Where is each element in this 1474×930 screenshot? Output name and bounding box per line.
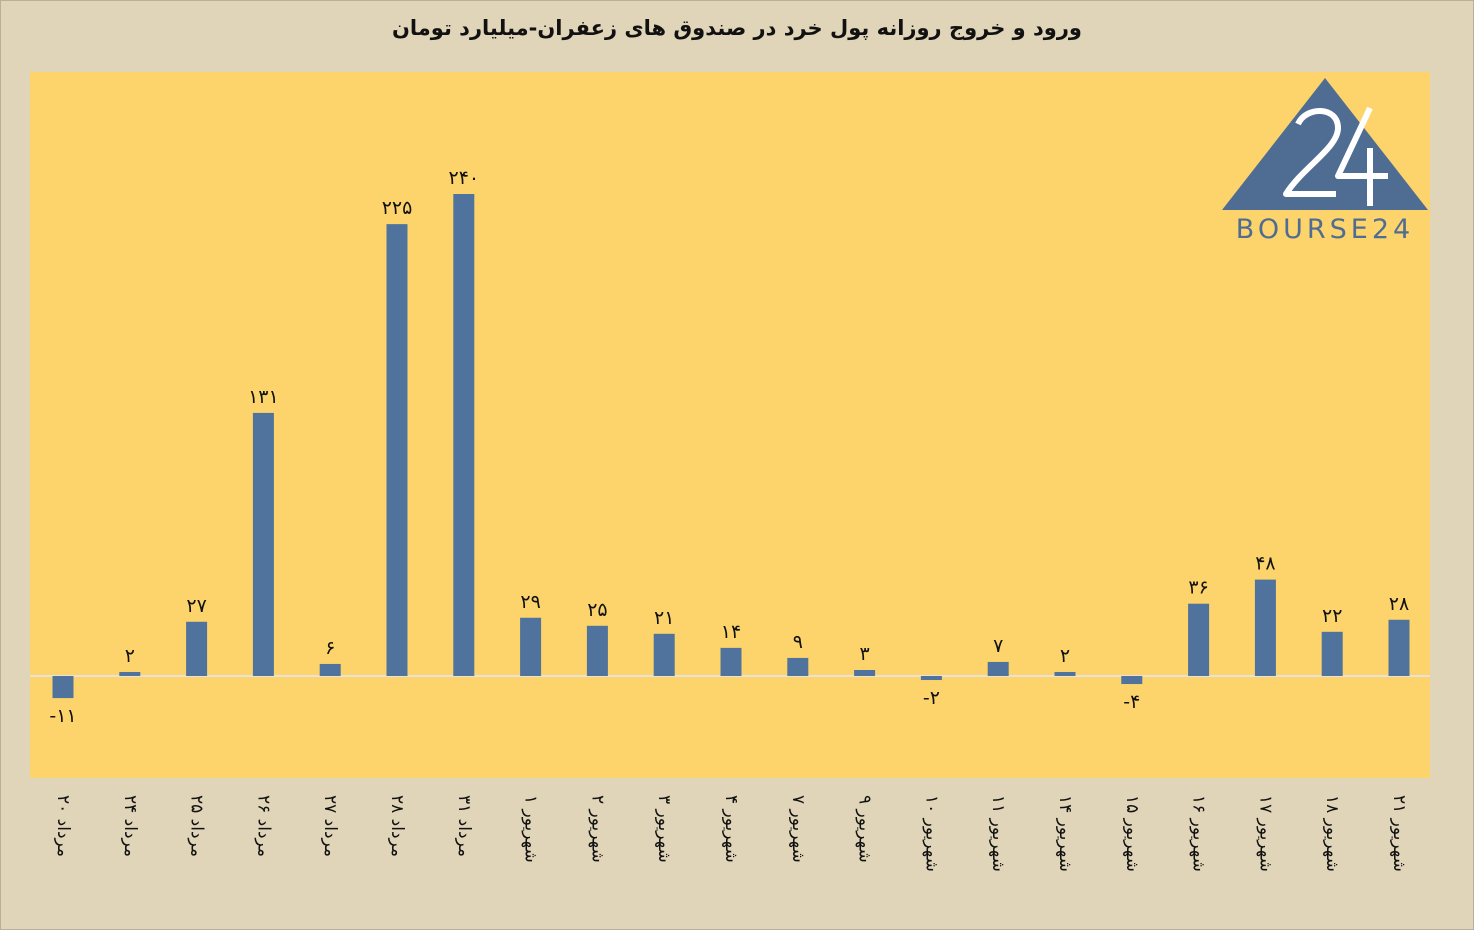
bourse24-logo-icon: [1222, 78, 1428, 210]
bar: [386, 224, 408, 676]
bar: [987, 661, 1009, 676]
bar: [52, 676, 74, 699]
x-tick-label: ۲۶ مرداد: [253, 795, 273, 857]
data-label: ۲۲۵: [382, 197, 413, 219]
bar: [720, 647, 742, 676]
bar: [186, 621, 208, 676]
data-label: ۷: [993, 635, 1003, 657]
x-tick-label: ۲ شهریور: [587, 795, 607, 863]
x-tick-label: ۲۰ مرداد: [53, 795, 73, 857]
x-tick-label: ۴ شهریور: [721, 795, 741, 863]
x-tick-label: ۲۷ مرداد: [320, 795, 340, 857]
x-tick-label: ۱۷ شهریور: [1255, 795, 1275, 872]
x-tick-label: ۲۵ مرداد: [187, 795, 207, 857]
bar: [920, 676, 942, 681]
x-tick-label: ۱۶ شهریور: [1189, 795, 1209, 872]
bar: [1254, 579, 1276, 676]
data-label: ۴۸: [1255, 553, 1275, 575]
bar: [252, 412, 274, 676]
bar: [854, 669, 876, 676]
bar: [1121, 676, 1143, 685]
x-tick-label: ۳ شهریور: [654, 795, 674, 863]
bar: [453, 194, 475, 676]
x-tick-label: ۱۱ شهریور: [988, 795, 1008, 872]
data-label: ۲: [125, 645, 135, 667]
x-tick-label: ۳۱ مرداد: [454, 795, 474, 857]
logo-text: BOURSE24: [1235, 214, 1415, 245]
bar: [119, 671, 141, 676]
bar: [1188, 603, 1210, 676]
data-label: ۲۷: [186, 595, 206, 617]
x-tick-label: ۹ شهریور: [855, 795, 875, 863]
bar: [1321, 631, 1343, 676]
bar: [319, 663, 341, 676]
data-label: ۲۱: [654, 607, 674, 629]
x-tick-label: ۱۸ شهریور: [1322, 795, 1342, 872]
x-tick-label: ۲۸ مرداد: [387, 795, 407, 857]
data-label: -۱۱: [49, 705, 76, 727]
bar: [1054, 671, 1076, 676]
x-tick-label: ۷ شهریور: [788, 795, 808, 863]
data-label: ۶: [325, 637, 335, 659]
data-label: -۲: [923, 687, 940, 709]
x-tick-label: ۲۱ شهریور: [1389, 795, 1409, 872]
data-label: ۱۴: [721, 621, 741, 643]
x-tick-label: ۱۴ شهریور: [1055, 795, 1075, 872]
x-tick-label: ۱۵ شهریور: [1122, 795, 1142, 872]
bar: [1388, 619, 1410, 676]
bar: [653, 633, 675, 676]
data-label: ۲۲: [1322, 605, 1342, 627]
data-label: ۱۳۱: [248, 386, 279, 408]
bar: [586, 625, 608, 676]
data-label: ۹: [793, 631, 803, 653]
x-tick-label: ۲۴ مرداد: [120, 795, 140, 857]
chart-title: ورود و خروج روزانه پول خرد در صندوق های …: [392, 16, 1082, 40]
bar: [520, 617, 542, 676]
data-label: ۲۹: [520, 591, 540, 613]
data-label: ۲۴۰: [448, 167, 479, 189]
bar: [787, 657, 809, 676]
x-tick-label: ۱۰ شهریور: [921, 795, 941, 872]
data-label: ۲۵: [587, 599, 607, 621]
data-label: ۲۸: [1389, 593, 1409, 615]
data-label: ۲: [1060, 645, 1070, 667]
data-label: ۳: [859, 643, 869, 665]
x-tick-label: ۱ شهریور: [521, 795, 541, 863]
data-label: -۴: [1123, 691, 1140, 713]
data-label: ۳۶: [1188, 577, 1208, 599]
